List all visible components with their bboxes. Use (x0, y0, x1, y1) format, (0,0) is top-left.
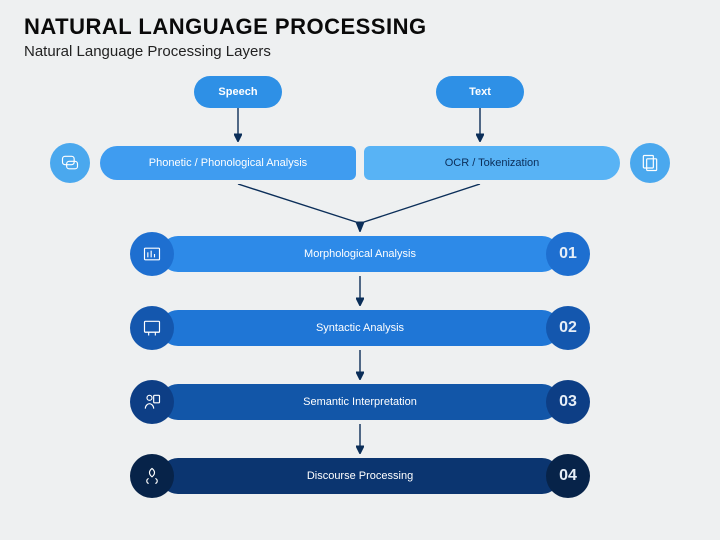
arrow-converge (160, 184, 560, 232)
page-subtitle: Natural Language Processing Layers (24, 43, 696, 60)
arrow-l2-l3 (356, 350, 364, 380)
layer-icon (130, 306, 174, 350)
layer-row-1: Morphological Analysis01 (130, 232, 590, 276)
layer-icon (130, 232, 174, 276)
arrow-l1-l2 (356, 276, 364, 306)
arrow-speech-down (234, 108, 242, 142)
layer-row-3: Semantic Interpretation03 (130, 380, 590, 424)
layer-bar: Morphological Analysis (160, 236, 560, 272)
layer-bar: Syntactic Analysis (160, 310, 560, 346)
arrow-l3-l4 (356, 424, 364, 454)
input-text: Text (436, 76, 524, 108)
layer-row-2: Syntactic Analysis02 (130, 306, 590, 350)
layer-bar: Semantic Interpretation (160, 384, 560, 420)
arrow-text-down (476, 108, 484, 142)
chat-icon (50, 143, 90, 183)
input-speech: Speech (194, 76, 282, 108)
layer-row-4: Discourse Processing04 (130, 454, 590, 498)
document-icon (630, 143, 670, 183)
layer-number: 03 (546, 380, 590, 424)
diagram-canvas: Speech Text Phonetic / Phonological Anal… (0, 64, 720, 524)
layer-bar: Discourse Processing (160, 458, 560, 494)
layer-number: 04 (546, 454, 590, 498)
layer-number: 01 (546, 232, 590, 276)
ocr-bar: OCR / Tokenization (364, 146, 620, 180)
page-title: NATURAL LANGUAGE PROCESSING (24, 14, 696, 40)
layer-number: 02 (546, 306, 590, 350)
layer-icon (130, 380, 174, 424)
phonetic-bar: Phonetic / Phonological Analysis (100, 146, 356, 180)
layer-icon (130, 454, 174, 498)
toprow: Phonetic / Phonological Analysis OCR / T… (50, 142, 670, 184)
